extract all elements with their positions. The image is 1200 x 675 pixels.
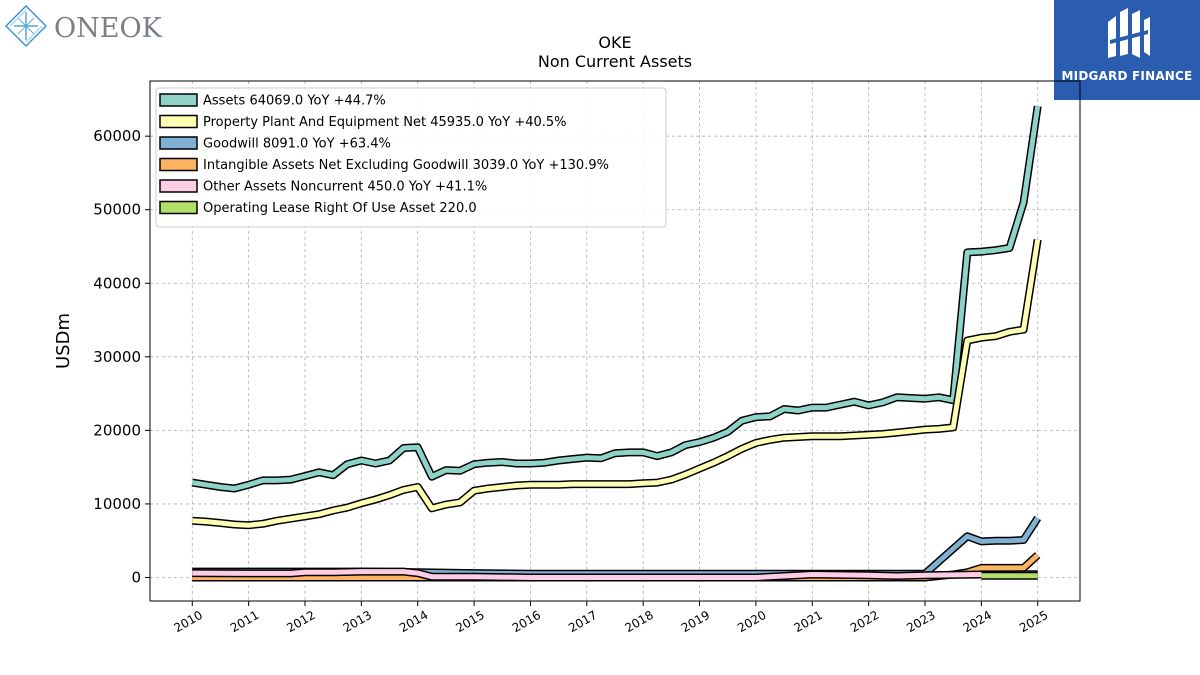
legend-swatch xyxy=(159,114,198,129)
x-tick-label: 2023 xyxy=(904,608,937,635)
legend-label: Intangible Assets Net Excluding Goodwill… xyxy=(203,158,609,173)
y-tick-label: 30000 xyxy=(93,348,141,366)
legend-label: Assets 64069.0 YoY +44.7% xyxy=(203,94,386,109)
series-goodwill xyxy=(192,515,1042,578)
y-tick-label: 50000 xyxy=(93,201,141,219)
x-tick-label: 2019 xyxy=(679,608,712,635)
chart-subtitle: Non Current Assets xyxy=(538,52,692,71)
legend-item-intangible: Intangible Assets Net Excluding Goodwill… xyxy=(159,157,609,173)
x-tick-label: 2013 xyxy=(341,608,374,635)
x-tick-label: 2025 xyxy=(1017,608,1050,635)
legend-item-other: Other Assets Noncurrent 450.0 YoY +41.1% xyxy=(159,179,487,195)
x-tick-label: 2016 xyxy=(510,608,543,635)
x-tick-label: 2024 xyxy=(961,608,994,635)
x-tick-label: 2020 xyxy=(735,608,768,635)
legend-swatch xyxy=(159,200,198,215)
midgard-finance-logo: MIDGARD FINANCE xyxy=(1054,0,1200,100)
x-tick-label: 2014 xyxy=(397,608,430,635)
series-assets xyxy=(191,105,1042,493)
midgard-logo-text: MIDGARD FINANCE xyxy=(1061,69,1193,83)
legend-item-lease: Operating Lease Right Of Use Asset 220.0 xyxy=(159,200,477,216)
x-axis-ticks: 2010 2011 2012 2013 2014 2015 2016 2017 2018 2019… xyxy=(172,601,1050,635)
x-tick-label: 2021 xyxy=(792,608,825,635)
legend-swatch xyxy=(159,136,198,150)
y-tick-label: 0 xyxy=(131,568,141,586)
legend-label: Operating Lease Right Of Use Asset 220.0 xyxy=(203,201,477,216)
x-tick-label: 2018 xyxy=(622,608,655,635)
legend-swatch xyxy=(159,157,198,172)
midgard-emblem-icon xyxy=(1108,8,1150,58)
series-goodwill-outline xyxy=(192,515,1042,578)
oneok-diamond-icon xyxy=(5,5,47,47)
legend-label: Goodwill 8091.0 YoY +63.4% xyxy=(203,137,391,152)
y-tick-label: 10000 xyxy=(93,495,141,513)
y-tick-label: 60000 xyxy=(93,127,141,145)
series-ppe-line xyxy=(192,239,1041,528)
x-tick-label: 2015 xyxy=(453,608,486,635)
x-tick-label: 2011 xyxy=(228,608,261,635)
x-tick-label: 2017 xyxy=(566,608,599,635)
series-goodwill-line xyxy=(192,516,1040,577)
chart-title: OKE xyxy=(598,33,631,52)
x-tick-label: 2010 xyxy=(172,608,205,635)
x-tick-label: 2012 xyxy=(284,608,317,635)
plot-frame xyxy=(149,80,1081,602)
legend-swatch xyxy=(159,179,198,193)
legend-label: Property Plant And Equipment Net 45935.0… xyxy=(203,115,567,130)
legend: Assets 64069.0 YoY +44.7% Property Plant … xyxy=(155,87,667,228)
series-other-line xyxy=(192,569,1038,580)
y-axis-label: USDm xyxy=(53,313,74,369)
legend-swatch xyxy=(159,93,198,107)
legend-item-goodwill: Goodwill 8091.0 YoY +63.4% xyxy=(159,136,391,152)
series-ppe xyxy=(192,238,1042,530)
oneok-logo-text: ONEOK xyxy=(54,13,163,44)
y-tick-label: 40000 xyxy=(93,274,141,292)
series-other xyxy=(192,567,1038,582)
y-axis-ticks: 0 10000 20000 30000 40000 50000 60000 xyxy=(93,127,150,586)
y-tick-label: 20000 xyxy=(93,421,141,439)
series-assets-line xyxy=(191,105,1041,491)
legend-item-ppe: Property Plant And Equipment Net 45935.0… xyxy=(159,114,567,130)
oneok-logo: ONEOK xyxy=(5,5,163,47)
legend-frame xyxy=(155,87,667,228)
legend-item-assets: Assets 64069.0 YoY +44.7% xyxy=(159,93,386,109)
legend-label: Other Assets Noncurrent 450.0 YoY +41.1% xyxy=(203,180,487,195)
x-tick-label: 2022 xyxy=(848,608,881,635)
series-layer xyxy=(191,105,1042,582)
